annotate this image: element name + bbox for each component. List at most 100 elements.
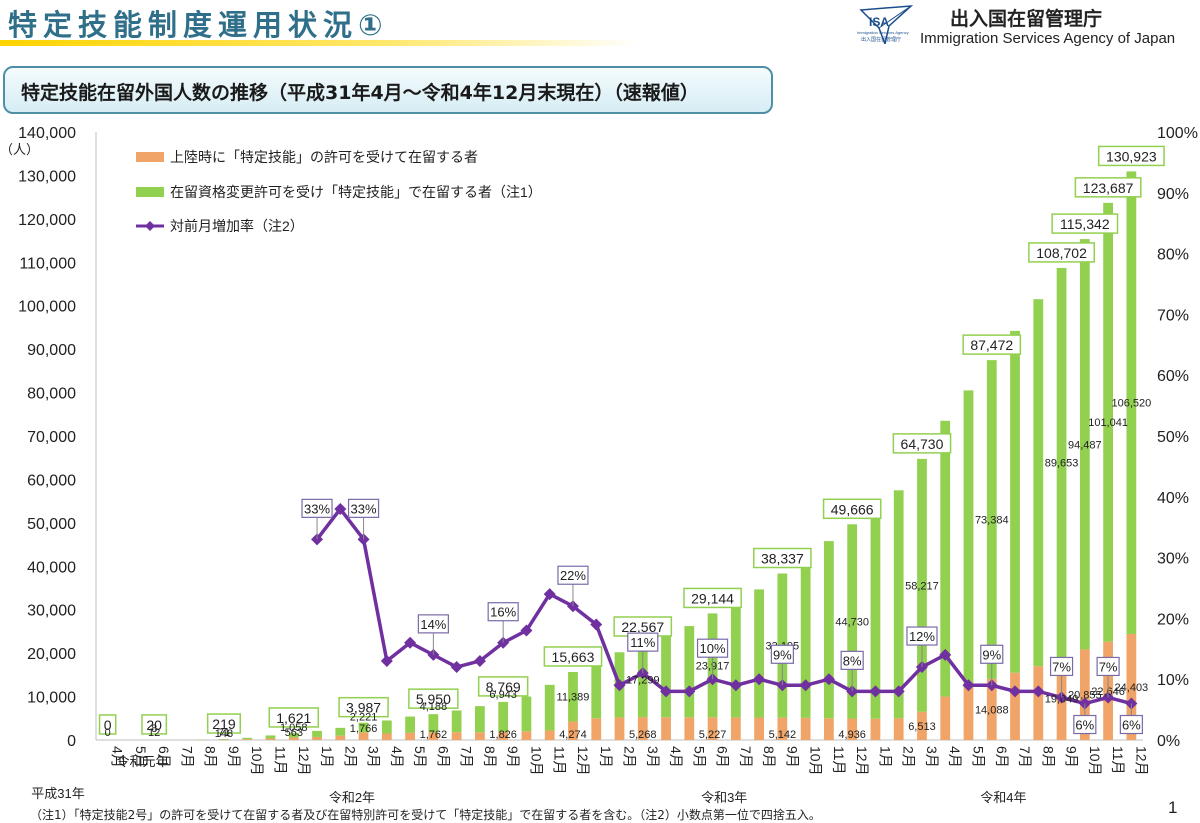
bar-landing: [522, 731, 532, 740]
bar-status-change: [964, 390, 974, 687]
y-tick-label: 40,000: [27, 559, 76, 576]
x-tick-label: 10月: [1087, 746, 1103, 776]
bar-landing: [545, 730, 555, 740]
x-tick-label: 2月: [901, 746, 917, 768]
bar-landing: [615, 717, 625, 740]
y-tick-label: 80,000: [27, 386, 76, 403]
bar-status-change: [824, 541, 834, 718]
total-label: 108,702: [1036, 245, 1087, 261]
total-label: 87,472: [970, 337, 1013, 353]
bar-landing: [801, 718, 811, 740]
bar-status-change: [266, 735, 276, 738]
x-tick-label: 9月: [1064, 746, 1080, 768]
total-label: 38,337: [761, 551, 804, 567]
x-tick-label: 5月: [412, 746, 428, 768]
era-label: 令和3年: [701, 790, 747, 805]
era-label: 平成31年: [31, 786, 84, 801]
bar-status-change: [545, 685, 555, 731]
y2-tick-label: 60%: [1157, 368, 1189, 385]
total-label: 15,663: [552, 649, 595, 665]
page-title: 特定技能制度運用状況①: [8, 2, 389, 44]
status-change-label: 89,653: [1045, 458, 1079, 470]
bar-status-change: [894, 490, 904, 718]
y2-tick-label: 0%: [1157, 733, 1180, 750]
y-tick-label: 70,000: [27, 429, 76, 446]
bar-landing: [684, 717, 694, 740]
bar-landing: [382, 733, 392, 740]
bar-status-change: [452, 710, 462, 732]
rate-label: 9%: [982, 647, 1001, 662]
footnote: （注1）「特定技能2号」の許可を受けて在留する者及び在留特別許可を受けて「特定技…: [30, 806, 821, 823]
y-tick-label: 120,000: [18, 212, 76, 229]
rate-label: 12%: [909, 629, 935, 644]
page-number: 1: [1168, 798, 1177, 818]
status-change-label: 73,384: [975, 514, 1009, 526]
y2-tick-label: 70%: [1157, 307, 1189, 324]
x-tick-label: 10月: [808, 746, 824, 776]
legend-label-status-change: 在留資格変更許可を受け「特定技能」で在留する者（注1）: [170, 184, 542, 200]
total-label: 123,687: [1083, 180, 1134, 196]
subtitle-box: 特定技能在留外国人数の推移（平成31年4月～令和4年12月末現在）（速報値）: [3, 66, 773, 114]
bar-landing: [1033, 666, 1043, 740]
bar-landing: [894, 718, 904, 740]
bar-landing: [661, 717, 671, 740]
y2-tick-label: 20%: [1157, 611, 1189, 628]
y-tick-label: 30,000: [27, 603, 76, 620]
rate-label: 6%: [1075, 718, 1094, 733]
status-change-label: 17,299: [626, 675, 660, 687]
x-tick-label: 6月: [435, 746, 451, 768]
x-tick-label: 4月: [947, 746, 963, 768]
x-tick-label: 11月: [273, 746, 289, 775]
rate-label: 8%: [843, 653, 862, 668]
era-label: 令和2年: [329, 790, 375, 805]
x-tick-label: 3月: [645, 746, 661, 768]
x-tick-label: 7月: [738, 746, 754, 768]
x-tick-label: 7月: [1017, 746, 1033, 768]
bar-landing: [871, 719, 881, 740]
bar-landing: [335, 736, 345, 740]
landing-label: 0: [105, 727, 111, 739]
landing-label: 71: [218, 727, 230, 739]
bar-status-change: [1010, 331, 1020, 673]
bar-landing: [405, 733, 415, 740]
header: 特定技能制度運用状況① ISA Immigration Services Age…: [0, 0, 1200, 50]
logo-text: ISA: [869, 15, 889, 29]
x-tick-label: 10月: [249, 746, 265, 776]
y-axis-unit: （人）: [0, 142, 39, 157]
rate-label: 33%: [304, 501, 330, 516]
total-label: 64,730: [901, 436, 944, 452]
total-label: 115,342: [1060, 216, 1110, 232]
rate-label: 11%: [630, 635, 655, 650]
x-tick-label: 12月: [296, 746, 312, 776]
x-tick-label: 11月: [552, 746, 568, 775]
x-tick-label: 8月: [761, 746, 777, 768]
x-tick-label: 11月: [1110, 746, 1126, 775]
y2-tick-label: 80%: [1157, 247, 1189, 264]
legend-swatch-status-change: [136, 187, 164, 197]
bar-status-change: [498, 702, 508, 732]
bar-landing: [242, 739, 252, 740]
landing-label: 14,088: [975, 704, 1009, 716]
rate-label: 33%: [351, 501, 377, 516]
x-tick-label: 4月: [389, 746, 405, 768]
x-tick-label: 12月: [854, 746, 870, 776]
y-tick-label: 10,000: [27, 690, 76, 707]
y-tick-label: 110,000: [19, 255, 76, 272]
chart-subtitle: 特定技能在留外国人数の推移（平成31年4月～令和4年12月末現在）（速報値）: [21, 78, 699, 105]
y2-tick-label: 10%: [1157, 672, 1189, 689]
x-tick-label: 2月: [342, 746, 358, 768]
bar-status-change: [475, 706, 485, 732]
bar-status-change: [754, 589, 764, 717]
bar-status-change: [522, 697, 532, 732]
agency-name-en: Immigration Services Agency of Japan: [920, 30, 1175, 47]
bar-status-change: [1033, 299, 1043, 666]
rate-label: 10%: [700, 641, 726, 656]
landing-label: 24,403: [1115, 682, 1149, 694]
y2-tick-label: 90%: [1157, 186, 1189, 203]
bar-status-change: [731, 602, 741, 717]
bar-landing: [312, 737, 322, 740]
x-tick-label: 1月: [319, 746, 335, 768]
bar-status-change: [801, 558, 811, 718]
y2-tick-label: 40%: [1157, 490, 1189, 507]
bar-status-change: [684, 626, 694, 717]
